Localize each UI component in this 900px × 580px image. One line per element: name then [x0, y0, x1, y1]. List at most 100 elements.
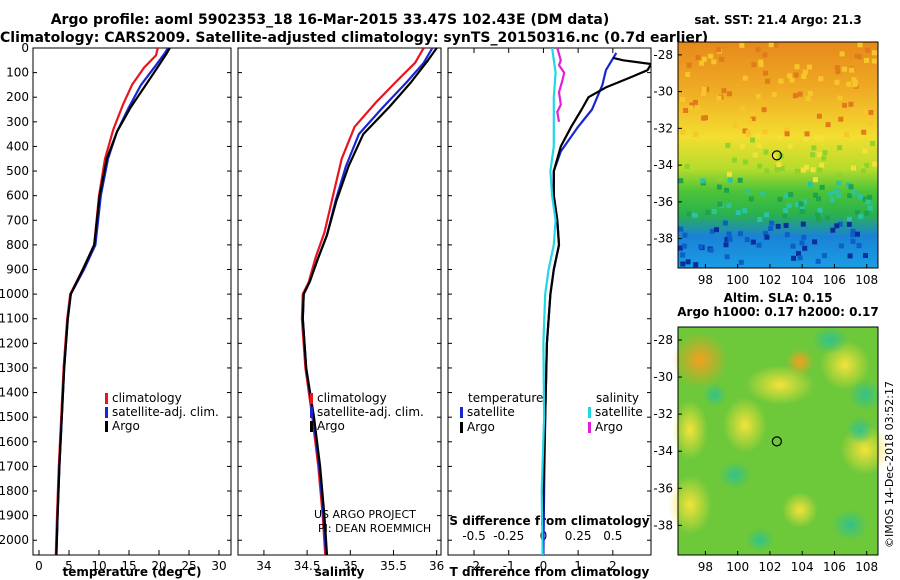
sst-pixel [817, 152, 823, 158]
sla-lon-tick-label: 100 [726, 560, 749, 574]
sst-pixel [750, 137, 755, 143]
sst-pixel [841, 66, 847, 72]
sst-pixel [726, 231, 732, 237]
sst-pixel [737, 177, 743, 183]
sst-pixel [848, 184, 854, 190]
sst-pixel [735, 210, 741, 215]
sst-pixel [750, 116, 756, 122]
depth-tick-label: 500 [6, 164, 29, 178]
sst-pixel [817, 167, 823, 173]
sst-pixel [744, 237, 750, 243]
sst-pixel [686, 211, 692, 217]
sla-map-frame [677, 326, 879, 556]
sst-pixel [716, 95, 722, 101]
sst-pixel [739, 106, 745, 112]
sst-pixel [686, 62, 692, 68]
sst-pixel [861, 129, 867, 135]
sla-map [668, 326, 890, 556]
depth-tick-label: 0 [21, 41, 29, 55]
sst-pixel [678, 226, 684, 232]
sst-pixel [726, 202, 732, 208]
salinity-xtick-label: 34 [256, 559, 271, 573]
sst-pixel [774, 167, 780, 173]
sst-pixel [764, 168, 770, 174]
sst-pixel [700, 178, 706, 184]
sst-pixel [723, 242, 729, 248]
difference-legend-swatch [588, 407, 591, 418]
salinity-xtick-label: 35.5 [380, 559, 407, 573]
sst-pixel [836, 193, 842, 198]
sst-pixel [705, 210, 711, 215]
sst-pixel [789, 77, 795, 83]
sst-pixel [811, 145, 817, 151]
salinity-plot-frame [237, 47, 442, 556]
sst-pixel [764, 234, 770, 240]
sst-pixel [786, 203, 792, 209]
temperature-legend-label: climatology [112, 391, 182, 405]
sst-pixel [682, 232, 688, 238]
sst-pixel [821, 155, 827, 161]
sst-pixel [793, 72, 799, 78]
sst-pixel [693, 99, 698, 105]
temperature-xtick-label: 20 [151, 559, 166, 573]
difference-xtick-label: -2 [468, 559, 480, 573]
difference-legend-swatch [460, 407, 463, 418]
sst-pixel [797, 91, 803, 97]
depth-tick-label: 1700 [0, 459, 29, 473]
sst-pixel [790, 243, 796, 249]
sst-pixel [787, 73, 793, 79]
sst-pixel [689, 102, 695, 108]
sst-lon-tick-label: 102 [758, 273, 781, 287]
sst-pixel [850, 228, 856, 234]
depth-tick-label: 2000 [0, 533, 29, 547]
sst-pixel [699, 60, 705, 66]
sst-pixel [680, 96, 685, 102]
sst-pixel [818, 76, 824, 82]
sst-pixel [844, 132, 850, 138]
s-difference-tick-label: 0.5 [603, 529, 622, 543]
sst-pixel [750, 239, 756, 245]
sst-pixel [815, 258, 821, 264]
sst-pixel [727, 177, 733, 183]
sst-pixel [779, 166, 785, 172]
sst-pixel [701, 86, 707, 92]
sst-pixel [862, 196, 868, 202]
sst-pixel [756, 143, 762, 149]
salinity-series-group [300, 48, 438, 555]
sst-pixel [769, 220, 775, 226]
sst-pixel [795, 168, 801, 174]
sst-pixel [678, 178, 684, 184]
sst-pixel [762, 52, 768, 58]
sst-pixel [695, 105, 701, 111]
sst-pixel [846, 216, 852, 222]
sst-pixel [788, 192, 794, 198]
sst-pixel [804, 131, 810, 137]
project-annotation: US ARGO PROJECT [314, 508, 416, 521]
sst-pixel [738, 259, 744, 265]
sst-pixel [795, 202, 801, 207]
salinity-xtick-label: 34.5 [294, 559, 321, 573]
sst-pixel [763, 149, 769, 155]
depth-tick-label: 200 [6, 90, 29, 104]
sst-pixel [688, 105, 694, 111]
sst-lon-tick-label: 100 [726, 273, 749, 287]
sst-pixel [835, 69, 841, 75]
sst-lat-tick-label: -36 [653, 195, 673, 209]
sst-pixel [685, 259, 691, 265]
temperature-xtick-label: 5 [65, 559, 73, 573]
sst-pixel [799, 240, 805, 246]
sst-pixel [812, 177, 818, 183]
sst-pixel [757, 163, 763, 169]
sst-pixel [867, 205, 873, 211]
s-difference-tick-label: -0.25 [493, 529, 524, 543]
sst-pixel [742, 128, 748, 134]
sst-pixel [680, 261, 686, 267]
sst-lon-tick-label: 104 [791, 273, 814, 287]
sla-lat-tick-label: -32 [653, 407, 673, 421]
sst-pixel [742, 159, 748, 165]
sst-pixel [846, 81, 852, 87]
temperature-xlabel: temperature (deg C) [63, 565, 202, 579]
sst-pixel [870, 141, 876, 146]
sst-pixel [716, 184, 722, 190]
